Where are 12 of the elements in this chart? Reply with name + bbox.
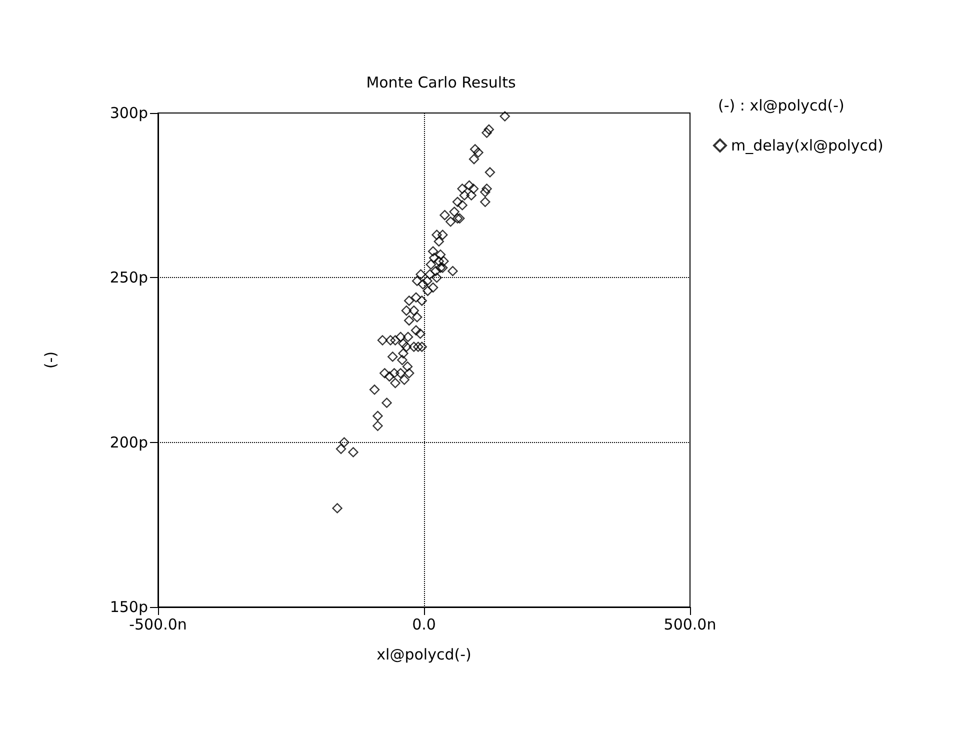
y-axis-title: (-)	[42, 351, 60, 369]
y-tick-label: 200p	[110, 433, 148, 452]
chart-title: Monte Carlo Results	[366, 74, 516, 92]
x-tick-label: -500.0n	[129, 616, 187, 634]
x-tick-label: 0.0	[412, 616, 436, 634]
y-tick-label: 150p	[110, 598, 148, 616]
x-axis-title: xl@polycd(-)	[376, 646, 472, 664]
x-tick-label: 500.0n	[664, 616, 716, 634]
legend-label: m_delay(xl@polycd)	[731, 136, 884, 154]
text: (-) : xl@polycd(-)	[718, 96, 844, 114]
y-tick-label: 300p	[110, 104, 148, 122]
y-tick-label: 250p	[110, 268, 148, 287]
